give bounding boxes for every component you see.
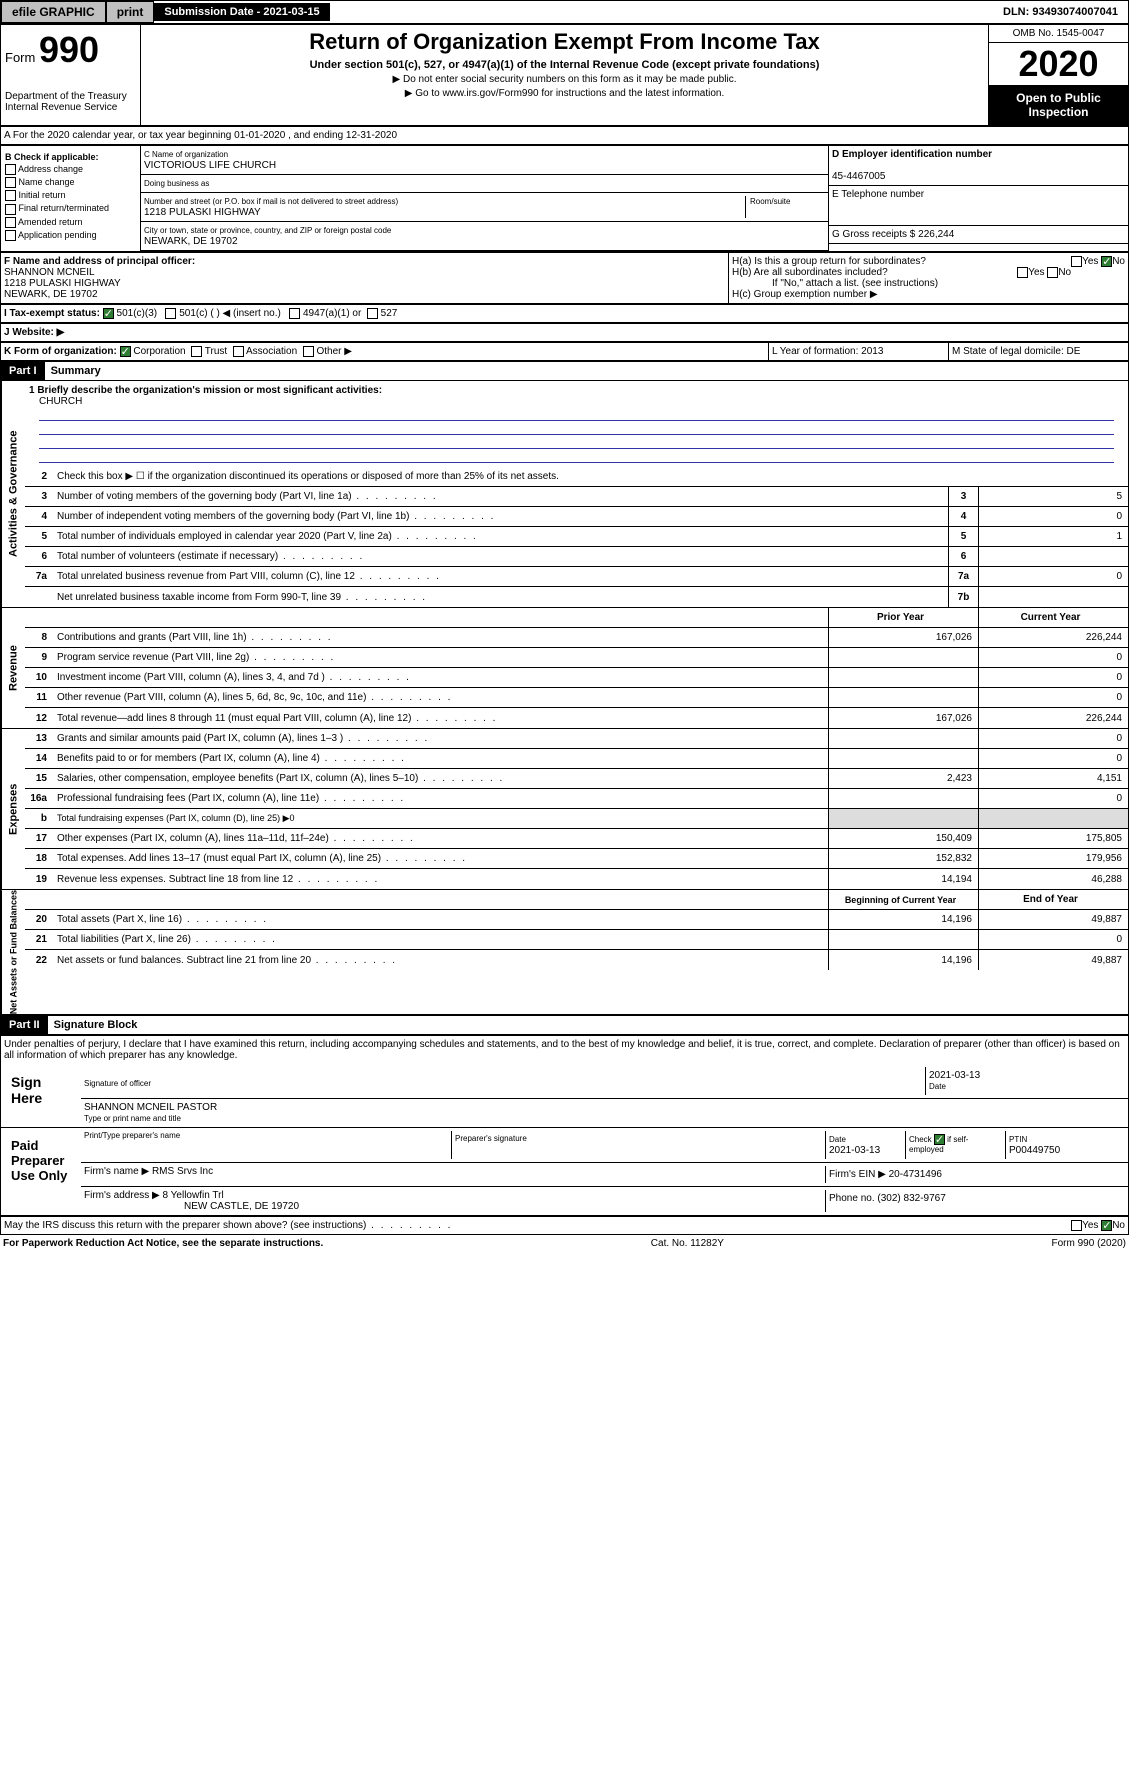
governance-block: Activities & Governance 1 Briefly descri… (0, 381, 1129, 608)
section-klm: K Form of organization: Corporation Trus… (0, 342, 1129, 361)
discuss-preparer: May the IRS discuss this return with the… (1, 1216, 1128, 1234)
ein: D Employer identification number45-44670… (829, 146, 1128, 186)
submission-date: Submission Date - 2021-03-15 (154, 3, 329, 21)
form-number: Form 990 (5, 29, 136, 71)
instructions-link[interactable]: ▶ Go to www.irs.gov/Form990 for instruct… (145, 88, 984, 99)
form-subtitle: Under section 501(c), 527, or 4947(a)(1)… (145, 59, 984, 71)
form-title: Return of Organization Exempt From Incom… (145, 29, 984, 55)
omb-number: OMB No. 1545-0047 (989, 25, 1128, 43)
part1-header: Part I (1, 362, 45, 380)
group-exemption: H(c) Group exemption number ▶ (732, 289, 1125, 300)
vtab-governance: Activities & Governance (1, 381, 25, 607)
principal-officer: F Name and address of principal officer:… (4, 256, 725, 300)
sub-date-blank (330, 9, 350, 15)
perjury-declaration: Under penalties of perjury, I declare th… (1, 1036, 1128, 1064)
ssn-note: ▶ Do not enter social security numbers o… (145, 74, 984, 85)
section-i: I Tax-exempt status: 501(c)(3) 501(c) ( … (0, 304, 1129, 323)
sub-note: If "No," attach a list. (see instruction… (732, 278, 1125, 289)
netassets-block: Net Assets or Fund Balances Beginning of… (0, 890, 1129, 1015)
form-header: Form 990 Department of the Treasury Inte… (0, 24, 1129, 126)
info-grid: B Check if applicable: Address change Na… (0, 145, 1129, 252)
section-fh: F Name and address of principal officer:… (0, 252, 1129, 304)
dba: Doing business as (141, 175, 828, 193)
subordinates: H(b) Are all subordinates included? Yes … (732, 267, 1125, 278)
paid-preparer-label: Paid Preparer Use Only (1, 1128, 81, 1215)
top-bar: efile GRAPHIC print Submission Date - 20… (0, 0, 1129, 24)
signature-block: Under penalties of perjury, I declare th… (0, 1035, 1129, 1235)
col-b-checkboxes: B Check if applicable: Address change Na… (1, 146, 141, 251)
vtab-revenue: Revenue (1, 608, 25, 728)
part2-header: Part II (1, 1016, 48, 1034)
dept-treasury: Department of the Treasury Internal Reve… (5, 91, 136, 113)
open-public: Open to Public Inspection (989, 85, 1128, 125)
sign-here-label: Sign Here (1, 1064, 81, 1127)
revenue-block: Revenue Prior YearCurrent Year 8Contribu… (0, 608, 1129, 729)
expenses-block: Expenses 13Grants and similar amounts pa… (0, 729, 1129, 890)
city-addr: City or town, state or province, country… (141, 222, 828, 251)
mission-text: CHURCH (29, 396, 1124, 407)
dln: DLN: 93493074007041 (993, 3, 1128, 21)
part1-header-row: Part I Summary (0, 361, 1129, 381)
tax-year: 2020 (989, 43, 1128, 85)
street-addr: Number and street (or P.O. box if mail i… (141, 193, 828, 222)
mission-label: 1 Briefly describe the organization's mi… (29, 385, 1124, 396)
group-return: H(a) Is this a group return for subordin… (732, 256, 1125, 267)
gross-receipts: G Gross receipts $ 226,244 (829, 226, 1128, 244)
phone: E Telephone number (829, 186, 1128, 226)
efile-label: efile GRAPHIC (1, 1, 106, 23)
footer: For Paperwork Reduction Act Notice, see … (0, 1235, 1129, 1252)
part2-header-row: Part II Signature Block (0, 1015, 1129, 1035)
vtab-netassets: Net Assets or Fund Balances (1, 890, 25, 1014)
section-a: A For the 2020 calendar year, or tax yea… (0, 126, 1129, 145)
section-j: J Website: ▶ (0, 323, 1129, 342)
print-button[interactable]: print (106, 1, 155, 23)
part2-title: Signature Block (51, 1016, 141, 1034)
vtab-expenses: Expenses (1, 729, 25, 889)
part1-title: Summary (48, 362, 104, 380)
org-name: C Name of organizationVICTORIOUS LIFE CH… (141, 146, 828, 175)
